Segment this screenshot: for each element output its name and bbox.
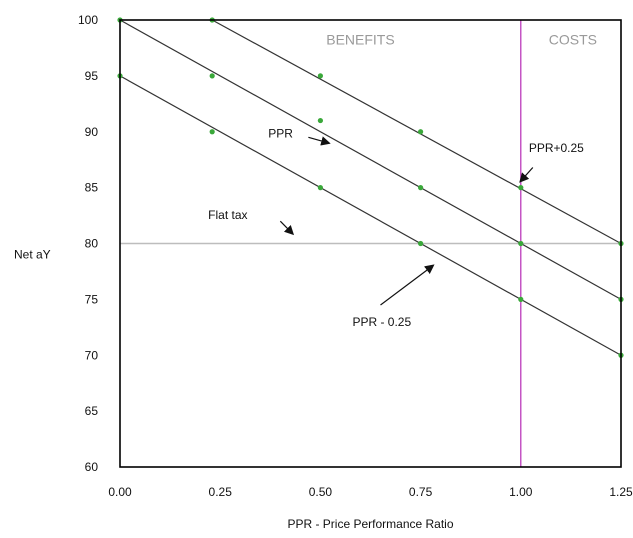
x-tick-label: 0.50 xyxy=(309,485,333,499)
x-tick-label: 0.25 xyxy=(209,485,233,499)
y-tick-label: 75 xyxy=(85,292,99,306)
data-point-ppr xyxy=(518,240,524,247)
data-point-ppr-0-25 xyxy=(317,73,323,79)
x-tick-label: 1.00 xyxy=(509,485,533,499)
y-tick-label: 85 xyxy=(85,181,99,195)
y-axis-label: Net aY xyxy=(14,248,51,262)
annotation-ppr-0-25: PPR - 0.25 xyxy=(352,315,411,329)
region-label-costs: COSTS xyxy=(549,32,597,48)
data-point-ppr-0-25 xyxy=(418,129,424,135)
data-point-ppr xyxy=(317,117,323,124)
annotation-ppr-0-25: PPR+0.25 xyxy=(529,141,584,155)
y-tick-label: 65 xyxy=(85,404,99,418)
series-line-ppr xyxy=(119,19,622,300)
annotation-arrow-ppr xyxy=(308,136,331,146)
y-tick-label: 80 xyxy=(85,237,99,251)
x-tick-label: 0.00 xyxy=(108,485,132,499)
plot-frame xyxy=(119,19,622,468)
x-tick-label: 1.25 xyxy=(609,485,633,499)
region-label-benefits: BENEFITS xyxy=(326,32,394,48)
y-tick-label: 100 xyxy=(78,13,98,27)
data-point-ppr-0-25 xyxy=(209,129,215,135)
annotation-flat-tax: Flat tax xyxy=(208,208,247,222)
annotation-arrow-flat-tax xyxy=(279,220,295,236)
data-point-ppr xyxy=(418,185,424,191)
annotation-ppr: PPR xyxy=(268,126,293,140)
y-tick-label: 60 xyxy=(85,460,99,474)
data-point-ppr-0-25 xyxy=(317,185,323,191)
x-tick-label: 0.75 xyxy=(409,485,433,499)
data-point-ppr-0-25 xyxy=(518,185,524,191)
y-tick-label: 70 xyxy=(85,348,99,362)
data-point-ppr-0-25 xyxy=(518,296,524,302)
data-point-ppr-0-25 xyxy=(418,240,424,247)
y-tick-label: 90 xyxy=(85,125,99,139)
series-line-ppr-0-25 xyxy=(119,75,622,356)
annotation-arrow-ppr-0-25 xyxy=(380,264,435,306)
data-point-ppr xyxy=(209,73,215,79)
y-tick-label: 95 xyxy=(85,69,99,83)
annotation-arrow-ppr-0-25 xyxy=(519,167,534,183)
x-axis-label: PPR - Price Performance Ratio xyxy=(287,517,453,531)
series-line-ppr-0-25 xyxy=(211,19,622,245)
